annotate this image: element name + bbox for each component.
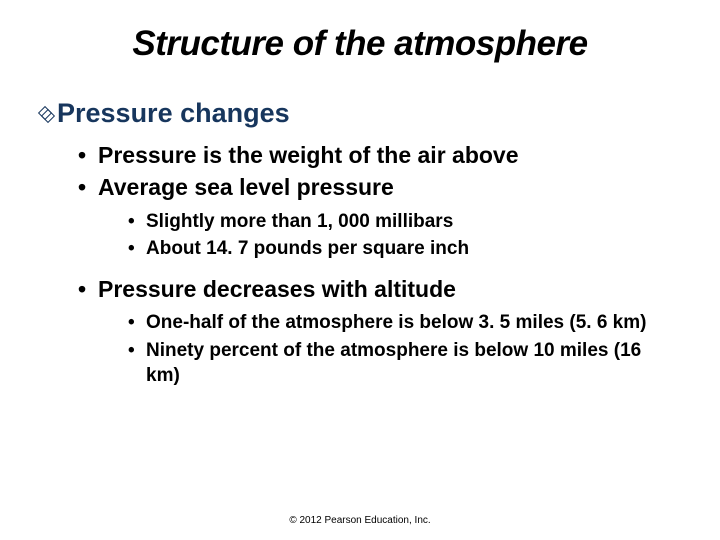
bullet-l2: Ninety percent of the atmosphere is belo… [128,338,676,388]
slide-container: Structure of the atmosphere Pressure cha… [0,0,720,388]
bullet-list-level2: Slightly more than 1, 000 millibars Abou… [128,209,676,261]
bullet-l2: One-half of the atmosphere is below 3. 5… [128,310,676,335]
diamond-bullet-icon [38,106,53,121]
section-heading-row: Pressure changes [38,98,676,129]
bullet-text: About 14. 7 pounds per square inch [146,238,469,259]
bullet-text: One-half of the atmosphere is below 3. 5… [146,312,646,333]
bullet-list-level1: Pressure is the weight of the air above … [78,141,676,261]
bullet-l2: About 14. 7 pounds per square inch [128,236,676,261]
bullet-text: Ninety percent of the atmosphere is belo… [146,340,641,386]
spacer [44,267,676,275]
bullet-l2: Slightly more than 1, 000 millibars [128,209,676,234]
bullet-text: Pressure decreases with altitude [98,276,456,302]
bullet-l1: Pressure decreases with altitude One-hal… [78,275,676,388]
bullet-list-level1: Pressure decreases with altitude One-hal… [78,275,676,388]
bullet-text: Average sea level pressure [98,174,394,200]
bullet-text: Pressure is the weight of the air above [98,142,519,168]
bullet-text: Slightly more than 1, 000 millibars [146,211,453,232]
copyright-text: © 2012 Pearson Education, Inc. [0,515,720,526]
slide-title: Structure of the atmosphere [44,24,676,64]
bullet-l1: Pressure is the weight of the air above [78,141,676,170]
bullet-list-level2: One-half of the atmosphere is below 3. 5… [128,310,676,387]
bullet-l1: Average sea level pressure Slightly more… [78,173,676,261]
section-heading-text: Pressure changes [57,98,290,129]
